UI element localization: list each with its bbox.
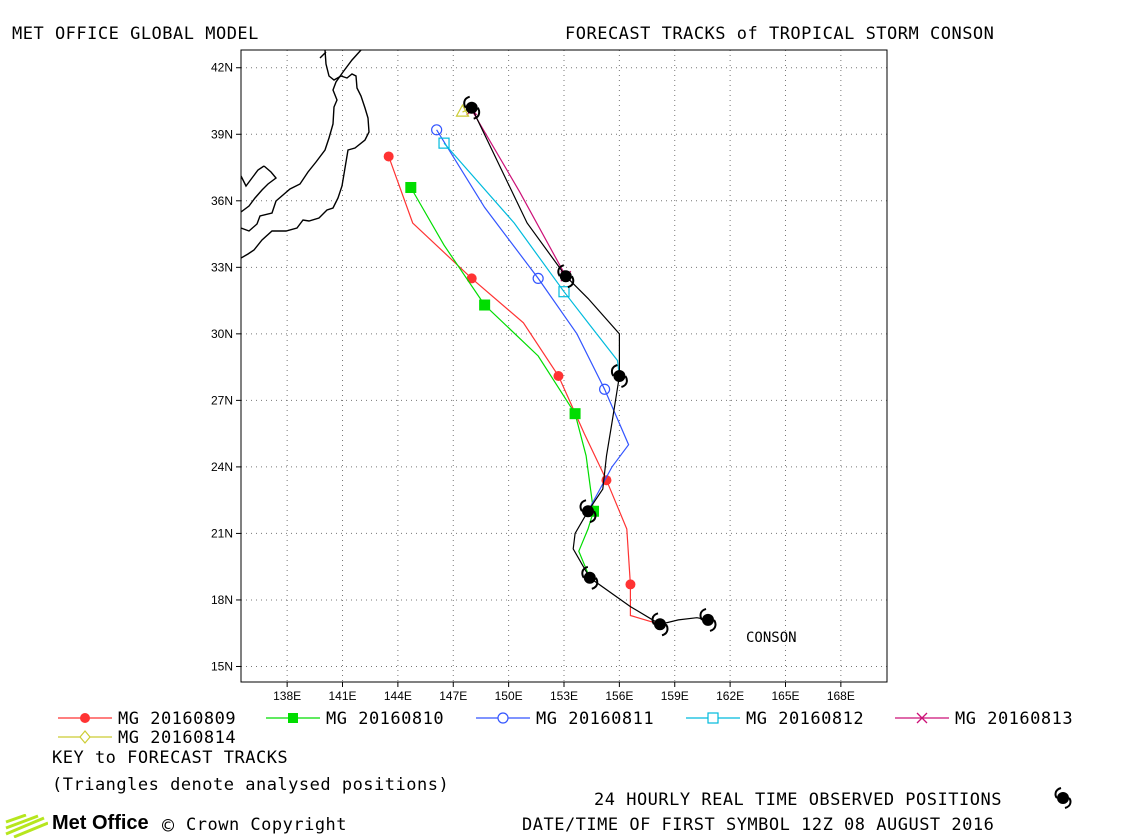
track-line-0	[388, 156, 661, 625]
observed-track	[463, 95, 717, 637]
legend-label: MG 20160811	[536, 709, 655, 729]
lat-tick-label: 15N	[211, 659, 233, 673]
legend-label: MG 20160809	[118, 709, 237, 729]
legend-item-20160810: MG 20160810	[264, 709, 494, 729]
legend-item-20160809: MG 20160809	[56, 709, 286, 729]
storm-symbol-arm	[579, 499, 587, 512]
track-marker-5	[455, 103, 470, 117]
track-line-4	[471, 109, 567, 277]
map-axes: 42N 39N 36N 33N 30N 27N 24N 21N 18N 15N 138E 141E 14…	[211, 61, 855, 703]
datetime-note: DATE/TIME OF FIRST SYMBOL 12Z 08 AUGUST …	[522, 815, 995, 835]
storm-symbol-icon	[1054, 787, 1072, 809]
lon-tick-label: 165E	[771, 689, 799, 703]
legend-item-20160813: MG 20160813	[893, 709, 1123, 729]
storm-symbol-center	[583, 571, 596, 584]
lat-tick-label: 36N	[211, 194, 233, 208]
legend-label: MG 20160812	[746, 709, 865, 729]
storm-symbol-arm	[610, 364, 618, 377]
storm-symbol-arm	[567, 275, 575, 289]
lon-tick-label: 147E	[439, 689, 467, 703]
lon-tick-label: 159E	[661, 689, 689, 703]
lat-tick-label: 30N	[211, 327, 233, 341]
lat-tick-label: 21N	[211, 526, 233, 540]
met-office-wave-icon	[5, 814, 48, 838]
copyright-text: Crown Copyright	[186, 815, 348, 835]
track-marker-1	[479, 299, 491, 311]
storm-symbol-icon	[699, 607, 717, 632]
storm-symbol-arm	[661, 623, 669, 637]
lon-tick-label: 138E	[273, 689, 301, 703]
observed-note: 24 HOURLY REAL TIME OBSERVED POSITIONS	[594, 790, 1002, 810]
storm-symbol-center	[613, 370, 626, 382]
track-marker-2	[532, 272, 544, 285]
track-marker-2	[431, 124, 443, 136]
lat-tick-label: 27N	[211, 393, 233, 407]
forecast-tracks	[383, 103, 665, 630]
chart-title: FORECAST TRACKS of TROPICAL STORM CONSON	[565, 24, 995, 44]
storm-symbol-arm	[473, 107, 481, 120]
storm-symbol-arm	[557, 264, 565, 277]
storm-symbol-arm	[651, 612, 659, 625]
storm-symbol-center	[582, 505, 594, 518]
storm-symbol-icon	[610, 364, 628, 388]
track-marker-0	[625, 579, 636, 590]
model-title: MET OFFICE GLOBAL MODEL	[12, 24, 259, 44]
storm-symbol-icon	[651, 612, 669, 637]
storm-symbol-arm	[463, 95, 471, 109]
legend-label: MG 20160814	[118, 728, 237, 748]
legend-label: MG 20160813	[955, 709, 1074, 729]
storm-symbol-arm	[621, 375, 628, 388]
storm-symbol-arm	[591, 577, 599, 590]
legend-item-20160811: MG 20160811	[474, 709, 704, 729]
track-marker-1	[405, 181, 417, 193]
track-marker-0	[553, 370, 564, 381]
storm-symbol-center	[654, 618, 666, 631]
storm-label: CONSON	[746, 630, 797, 646]
storm-symbol-arm	[581, 565, 589, 579]
track-marker-1	[569, 408, 581, 420]
key-title: KEY to FORECAST TRACKS	[52, 748, 289, 768]
storm-symbol-center	[702, 613, 714, 626]
storm-symbol-arm	[709, 619, 717, 632]
storm-symbol-arm	[589, 510, 597, 524]
lon-tick-label: 141E	[328, 689, 356, 703]
key-note: (Triangles denote analysed positions)	[52, 775, 450, 795]
logo-text: Met Office	[52, 812, 149, 834]
track-marker-0	[466, 273, 477, 284]
storm-symbol-center	[465, 101, 478, 114]
legend-label: MG 20160810	[326, 709, 445, 729]
storm-symbol-icon	[463, 95, 481, 120]
lat-tick-label: 33N	[211, 260, 233, 274]
storm-symbol-icon	[581, 565, 599, 590]
observed-track-line	[471, 107, 709, 625]
lat-tick-label: 42N	[211, 61, 233, 75]
track-marker-3	[558, 286, 570, 298]
storm-symbol-icon	[579, 499, 597, 524]
track-marker-2	[599, 383, 611, 395]
map-grid	[241, 50, 887, 682]
track-line-2	[436, 129, 630, 512]
lat-tick-label: 24N	[211, 460, 233, 474]
track-line-3	[443, 142, 620, 377]
legend-item-20160812: MG 20160812	[684, 709, 914, 729]
lon-tick-label: 144E	[384, 689, 412, 703]
track-marker-0	[383, 151, 394, 162]
lon-tick-label: 168E	[827, 689, 855, 703]
storm-symbol-icon	[557, 264, 575, 289]
storm-symbol-center	[559, 270, 572, 283]
lat-tick-label: 39N	[211, 127, 233, 141]
storm-symbol-arm	[699, 607, 707, 621]
lat-tick-label: 18N	[211, 593, 233, 607]
lon-tick-label: 150E	[495, 689, 523, 703]
legend-item-20160814: MG 20160814	[56, 728, 286, 748]
coastline	[241, 50, 370, 259]
lon-tick-label: 162E	[716, 689, 744, 703]
copyright-symbol-icon: ©	[162, 814, 175, 838]
track-marker-3	[438, 137, 450, 149]
lon-tick-label: 156E	[605, 689, 633, 703]
lon-tick-label: 153E	[550, 689, 578, 703]
track-line-1	[410, 187, 595, 579]
